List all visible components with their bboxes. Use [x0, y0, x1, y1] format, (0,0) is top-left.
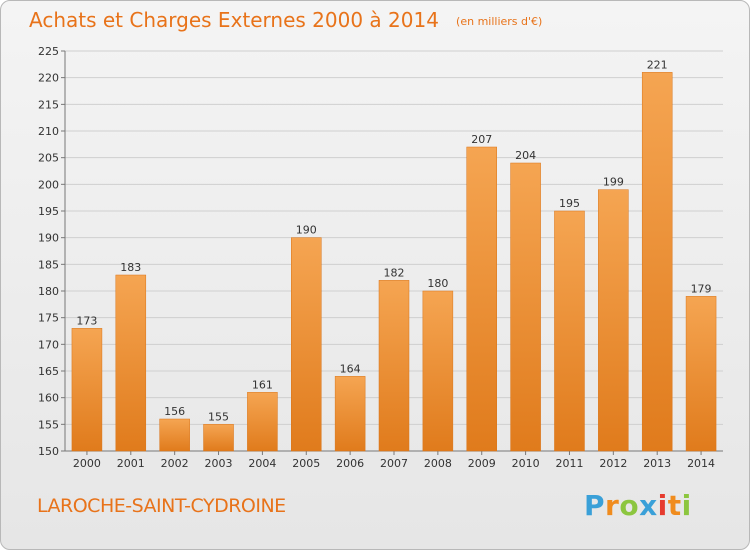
- chart-header: Achats et Charges Externes 2000 à 2014 (…: [29, 8, 542, 32]
- y-tick-label: 220: [38, 72, 59, 85]
- data-label: 182: [384, 266, 405, 279]
- commune-name: LAROCHE-SAINT-CYDROINE: [37, 495, 286, 517]
- y-tick-label: 175: [38, 312, 59, 325]
- bars: [71, 72, 717, 452]
- data-label: 155: [208, 410, 229, 423]
- x-tick-labels: 2000 2001 2002 2003 2004 2005 2006 2007 2008 2009…: [73, 457, 715, 470]
- data-label: 199: [603, 176, 624, 189]
- data-label: 190: [296, 224, 317, 237]
- x-tick-label: 2008: [424, 457, 452, 470]
- y-tick-label: 185: [38, 258, 59, 271]
- x-tick-label: 2002: [161, 457, 189, 470]
- data-label: 221: [647, 58, 668, 71]
- y-tick-label: 205: [38, 152, 59, 165]
- bar: [422, 290, 454, 452]
- bar: [554, 210, 585, 452]
- bar: [510, 162, 541, 452]
- data-label: 207: [471, 133, 492, 146]
- data-label: 164: [340, 362, 361, 375]
- y-tick-label: 150: [38, 445, 59, 458]
- x-tick-label: 2005: [292, 457, 320, 470]
- data-label: 156: [164, 405, 185, 418]
- y-tick-label: 155: [38, 418, 59, 431]
- y-tick-labels: 150 155 160 165 170 175 180 185 190 195 200 205 210 2…: [38, 45, 59, 458]
- chart-title: Achats et Charges Externes 2000 à 2014: [29, 8, 439, 32]
- y-tick-label: 160: [38, 392, 59, 405]
- logo-letter: o: [619, 489, 640, 522]
- data-label: 179: [691, 282, 712, 295]
- data-label: 183: [120, 261, 141, 274]
- data-label: 173: [76, 314, 97, 327]
- bar: [378, 280, 410, 452]
- bar: [115, 274, 147, 452]
- x-tick-label: 2009: [468, 457, 496, 470]
- y-tick-label: 180: [38, 285, 59, 298]
- y-tick-label: 190: [38, 232, 59, 245]
- x-tick-label: 2013: [643, 457, 671, 470]
- x-tick-label: 2000: [73, 457, 101, 470]
- x-tick-label: 2010: [512, 457, 540, 470]
- x-tick-label: 2012: [599, 457, 627, 470]
- y-tick-label: 210: [38, 125, 59, 138]
- bar: [685, 296, 717, 452]
- bar: [466, 146, 497, 452]
- y-tick-label: 200: [38, 178, 59, 191]
- data-label: 161: [252, 378, 273, 391]
- bar: [334, 376, 366, 452]
- bar: [159, 418, 190, 452]
- x-tick-label: 2007: [380, 457, 408, 470]
- bar: [598, 189, 629, 452]
- y-tick-label: 195: [38, 205, 59, 218]
- proxiti-logo[interactable]: Proxiti: [584, 489, 692, 522]
- y-tick-label: 165: [38, 365, 59, 378]
- chart-unit: (en milliers d'€): [456, 15, 543, 28]
- logo-letter: i: [657, 489, 668, 522]
- bar: [291, 237, 322, 452]
- x-tick-label: 2004: [248, 457, 276, 470]
- data-label: 180: [427, 277, 448, 290]
- logo-letter: x: [639, 489, 658, 522]
- x-tick-label: 2014: [687, 457, 715, 470]
- bar: [71, 328, 103, 452]
- y-tick-label: 215: [38, 98, 59, 111]
- bar: [247, 392, 278, 452]
- y-tick-label: 225: [38, 45, 59, 58]
- x-tick-label: 2011: [555, 457, 583, 470]
- data-label: 204: [515, 149, 536, 162]
- y-tick-label: 170: [38, 338, 59, 351]
- data-label: 195: [559, 197, 580, 210]
- bar: [641, 72, 673, 452]
- bar: [203, 424, 234, 452]
- x-tick-label: 2001: [117, 457, 145, 470]
- x-tick-label: 2006: [336, 457, 364, 470]
- logo-letter: i: [681, 489, 692, 522]
- x-tick-label: 2003: [205, 457, 233, 470]
- value-labels: 173 183 156 155 161 190 164 182 180 207 204 195 199 2…: [76, 58, 711, 423]
- logo-letter: t: [667, 489, 682, 522]
- logo-letter: P: [584, 489, 606, 522]
- logo-letter: r: [605, 489, 620, 522]
